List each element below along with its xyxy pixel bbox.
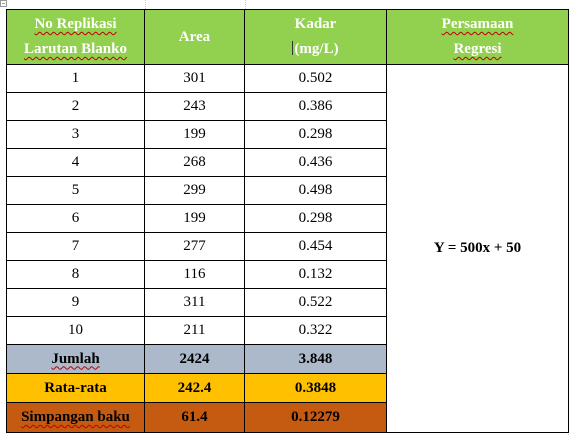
- header-persamaan-regresi[interactable]: Persamaan Regresi: [386, 9, 569, 65]
- cell-simpangan-baku-area[interactable]: 61.4: [144, 402, 245, 433]
- cell-kadar[interactable]: 0.298: [244, 120, 387, 149]
- simpangan-baku-label: Simpangan baku: [21, 409, 130, 425]
- column-guide-line: [568, 428, 570, 435]
- cell-simpangan-baku-label[interactable]: Simpangan baku: [6, 402, 145, 433]
- cell-kadar[interactable]: 0.502: [244, 64, 387, 93]
- table-row: 7 277 0.454: [6, 232, 569, 261]
- cell-kadar[interactable]: 0.298: [244, 204, 387, 233]
- cell-jumlah-label[interactable]: Jumlah: [6, 344, 145, 374]
- cell-rata-rata-kadar[interactable]: 0.3848: [244, 373, 387, 403]
- blank-solution-table[interactable]: No Replikasi Larutan Blanko Area Kadar (…: [6, 9, 569, 433]
- table-row: 1 301 0.502 Y = 500x + 50: [6, 64, 569, 433]
- cell-area[interactable]: 268: [144, 148, 245, 177]
- cell-regression-equation[interactable]: Y = 500x + 50: [386, 64, 569, 433]
- cell-area[interactable]: 199: [144, 204, 245, 233]
- table-row: 5 299 0.498: [6, 176, 569, 205]
- cell-no[interactable]: 1: [6, 64, 145, 93]
- cell-simpangan-baku-kadar[interactable]: 0.12279: [244, 402, 387, 433]
- cell-no[interactable]: 5: [6, 176, 145, 205]
- header-persamaan-line1: Persamaan: [441, 16, 514, 32]
- cell-no[interactable]: 3: [6, 120, 145, 149]
- cell-kadar[interactable]: 0.522: [244, 288, 387, 317]
- cell-area[interactable]: 277: [144, 232, 245, 261]
- cell-kadar[interactable]: 0.132: [244, 260, 387, 289]
- cell-area[interactable]: 116: [144, 260, 245, 289]
- table-row: 2 243 0.386: [6, 92, 569, 121]
- cell-area[interactable]: 299: [144, 176, 245, 205]
- header-area[interactable]: Area: [144, 9, 245, 65]
- cell-jumlah-area[interactable]: 2424: [144, 344, 245, 374]
- cell-kadar[interactable]: 0.322: [244, 316, 387, 345]
- cell-jumlah-kadar[interactable]: 3.848: [244, 344, 387, 374]
- column-guide-line: [145, 0, 147, 9]
- page-corner-marker: [0, 0, 7, 7]
- summary-row-simpangan-baku: Simpangan baku 61.4 0.12279: [6, 402, 569, 433]
- cell-area[interactable]: 243: [144, 92, 245, 121]
- header-kadar[interactable]: Kadar (mg/L): [244, 9, 387, 65]
- jumlah-label: Jumlah: [51, 350, 100, 367]
- cell-rata-rata-area[interactable]: 242.4: [144, 373, 245, 403]
- cell-kadar[interactable]: 0.436: [244, 148, 387, 177]
- text-cursor: [292, 41, 294, 55]
- cell-no[interactable]: 10: [6, 316, 145, 345]
- header-area-label: Area: [178, 28, 211, 45]
- cell-rata-rata-label[interactable]: Rata-rata: [6, 373, 145, 403]
- column-guide-line: [245, 0, 247, 9]
- cell-kadar[interactable]: 0.454: [244, 232, 387, 261]
- cell-area[interactable]: 301: [144, 64, 245, 93]
- table-row: 10 211 0.322: [6, 316, 569, 345]
- cell-kadar[interactable]: 0.498: [244, 176, 387, 205]
- header-no-replikasi-line1: No Replikasi: [34, 16, 117, 32]
- cell-no[interactable]: 6: [6, 204, 145, 233]
- cell-kadar[interactable]: 0.386: [244, 92, 387, 121]
- header-no-replikasi-line2: Larutan Blanko: [24, 41, 127, 57]
- cell-no[interactable]: 7: [6, 232, 145, 261]
- header-persamaan-line2: Regresi: [453, 41, 502, 57]
- cell-area[interactable]: 311: [144, 288, 245, 317]
- cell-no[interactable]: 8: [6, 260, 145, 289]
- table-row: 9 311 0.522: [6, 288, 569, 317]
- table-row: 6 199 0.298: [6, 204, 569, 233]
- header-kadar-line2: (mg/L): [294, 41, 339, 57]
- header-no-replikasi[interactable]: No Replikasi Larutan Blanko: [6, 9, 145, 65]
- cell-no[interactable]: 9: [6, 288, 145, 317]
- table-row: 4 268 0.436: [6, 148, 569, 177]
- cell-area[interactable]: 211: [144, 316, 245, 345]
- cell-area[interactable]: 199: [144, 120, 245, 149]
- header-kadar-line1: Kadar: [294, 16, 337, 32]
- cell-no[interactable]: 4: [6, 148, 145, 177]
- cell-no[interactable]: 2: [6, 92, 145, 121]
- table-row: 8 116 0.132: [6, 260, 569, 289]
- table-header-row: No Replikasi Larutan Blanko Area Kadar (…: [6, 9, 569, 65]
